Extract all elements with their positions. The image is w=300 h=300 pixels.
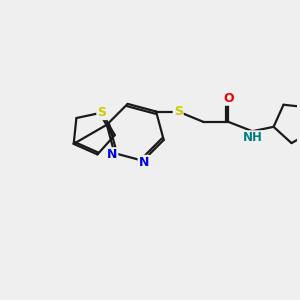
Text: O: O: [223, 92, 233, 105]
Text: S: S: [97, 106, 106, 119]
Text: N: N: [107, 148, 117, 161]
Text: NH: NH: [243, 131, 263, 144]
Text: S: S: [174, 105, 183, 118]
Text: N: N: [139, 156, 149, 169]
